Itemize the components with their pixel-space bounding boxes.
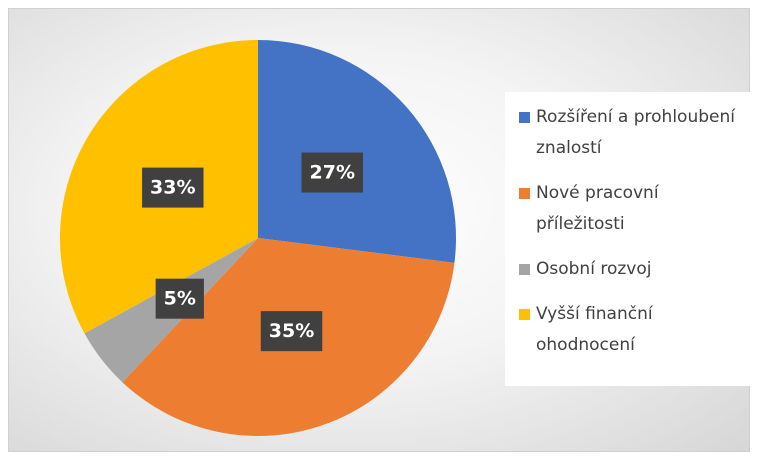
data-label-box xyxy=(142,167,204,208)
legend-item: Rozšíření a prohloubení znalostí xyxy=(519,102,750,164)
data-label-box xyxy=(301,152,364,193)
data-label: 5% xyxy=(164,288,196,310)
legend-label: Nové pracovní příležitosti xyxy=(536,183,659,234)
pie-slice xyxy=(258,40,456,263)
legend-item: Nové pracovní příležitosti xyxy=(519,178,750,240)
legend-label: Osobní rozvoj xyxy=(536,259,652,279)
legend-label: Rozšíření a prohloubení znalostí xyxy=(536,107,735,158)
data-label-box xyxy=(260,311,323,352)
legend-item: Vyšší finanční ohodnocení xyxy=(519,299,750,361)
legend-swatch xyxy=(519,309,530,320)
legend-item: Osobní rozvoj xyxy=(519,254,750,285)
legend-swatch xyxy=(519,188,530,199)
data-label: 27% xyxy=(310,162,355,184)
data-label: 35% xyxy=(269,320,314,342)
legend-swatch xyxy=(519,112,530,123)
data-label-box xyxy=(155,278,204,319)
legend: Rozšíření a prohloubení znalostí Nové pra… xyxy=(505,92,750,386)
legend-swatch xyxy=(519,264,530,275)
legend-label: Vyšší finanční ohodnocení xyxy=(536,304,653,355)
data-label: 33% xyxy=(150,177,195,199)
